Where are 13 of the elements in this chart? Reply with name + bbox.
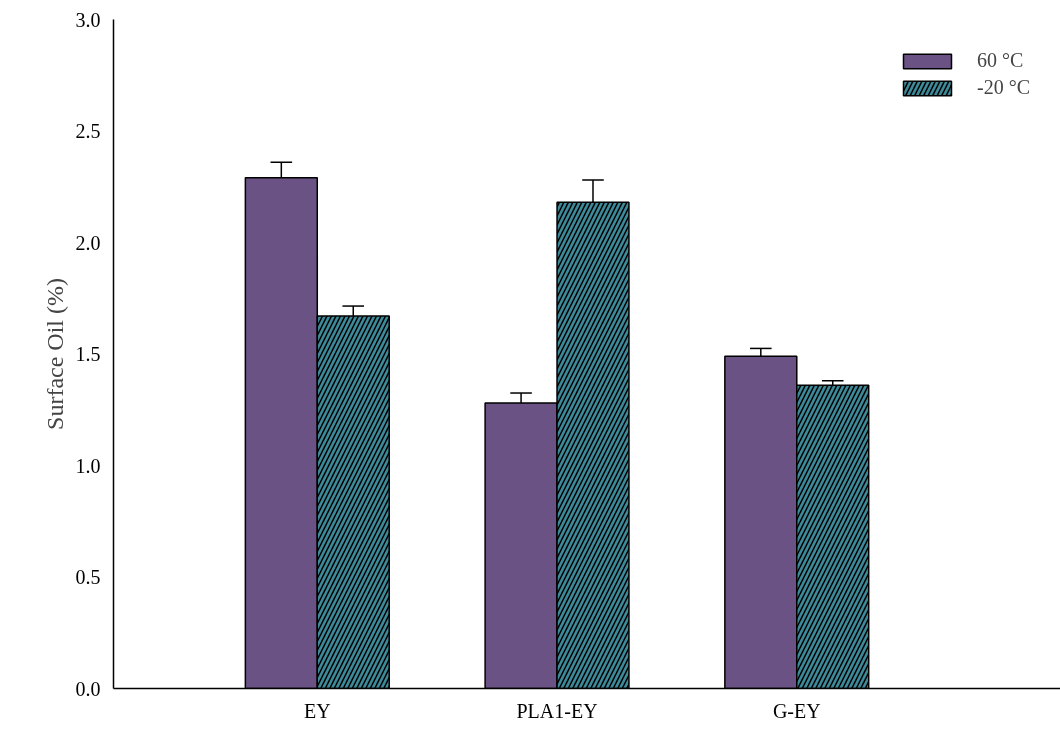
legend-label: 60 °C (977, 49, 1024, 72)
y-tick-label: 0.5 (75, 566, 101, 588)
legend-label: -20 °C (977, 76, 1030, 99)
y-tick-label: 2.0 (75, 231, 101, 254)
y-tick-label: 0.0 (75, 677, 101, 700)
y-tick-label: 1.5 (75, 343, 101, 365)
x-tick-label: PLA1-EY (516, 699, 598, 722)
y-axis-title: Surface Oil (%) (41, 278, 68, 430)
y-tick-label: 1.0 (75, 454, 101, 477)
y-tick-label: 3.0 (75, 8, 101, 31)
x-tick-label: G-EY (772, 699, 821, 722)
x-tick-label: EY (303, 699, 331, 722)
y-tick-label: 2.5 (75, 120, 101, 142)
